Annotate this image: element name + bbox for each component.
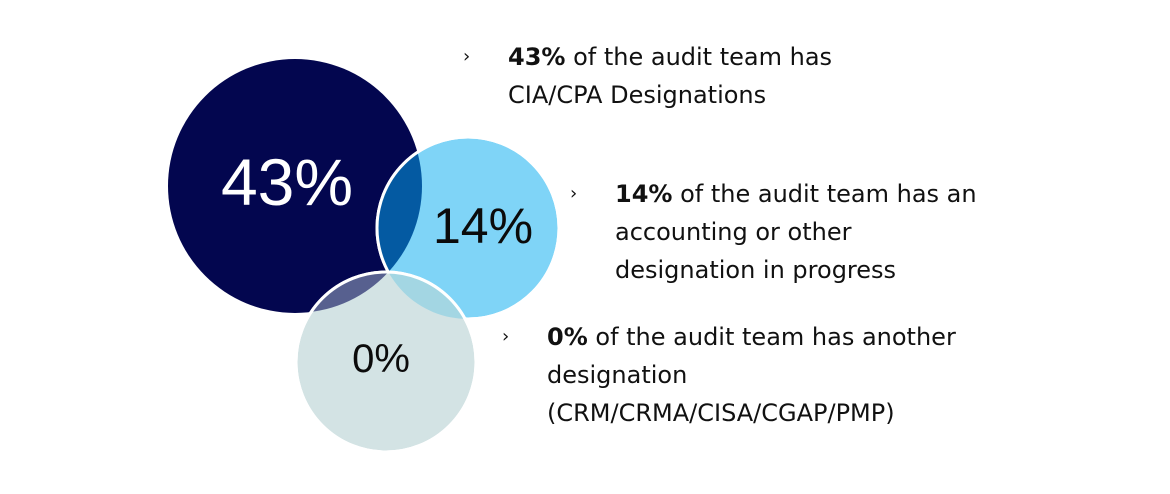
stat-text: of the audit team has an	[672, 180, 977, 208]
stat-item-in-progress: › 14% of the audit team has an accountin…	[570, 175, 1035, 289]
overlap-43-14-outline	[375, 135, 561, 321]
stat-line-1: 14% of the audit team has an	[615, 175, 1035, 213]
circle-43	[168, 59, 422, 313]
stat-line-2: CIA/CPA Designations	[508, 81, 767, 109]
chevron-right-icon: ›	[463, 46, 471, 67]
stat-item-other: › 0% of the audit team has another desig…	[502, 318, 1007, 432]
circle-0-label: 0%	[352, 337, 410, 381]
stat-percent: 14%	[615, 180, 673, 208]
chevron-right-icon: ›	[502, 326, 510, 347]
circle-43-label: 43%	[221, 145, 353, 219]
stat-percent: 0%	[547, 323, 588, 351]
stat-line-2: accounting or other	[615, 218, 852, 246]
stat-item-cia-cpa: › 43% of the audit team has CIA/CPA Desi…	[463, 38, 888, 114]
circle-0-outline	[294, 270, 478, 454]
stat-line-1: 43% of the audit team has	[508, 38, 888, 76]
stat-percent: 43%	[508, 43, 566, 71]
chevron-right-icon: ›	[570, 183, 578, 204]
stat-text: of the audit team has another	[587, 323, 956, 351]
stat-text: of the audit team has	[565, 43, 833, 71]
stat-line-3: designation in progress	[615, 256, 897, 284]
circle-14-label: 14%	[433, 198, 533, 254]
stat-line-2: designation	[547, 361, 688, 389]
stat-line-3: (CRM/CRMA/CISA/CGAP/PMP)	[547, 399, 895, 427]
stat-line-1: 0% of the audit team has another	[547, 318, 1007, 356]
